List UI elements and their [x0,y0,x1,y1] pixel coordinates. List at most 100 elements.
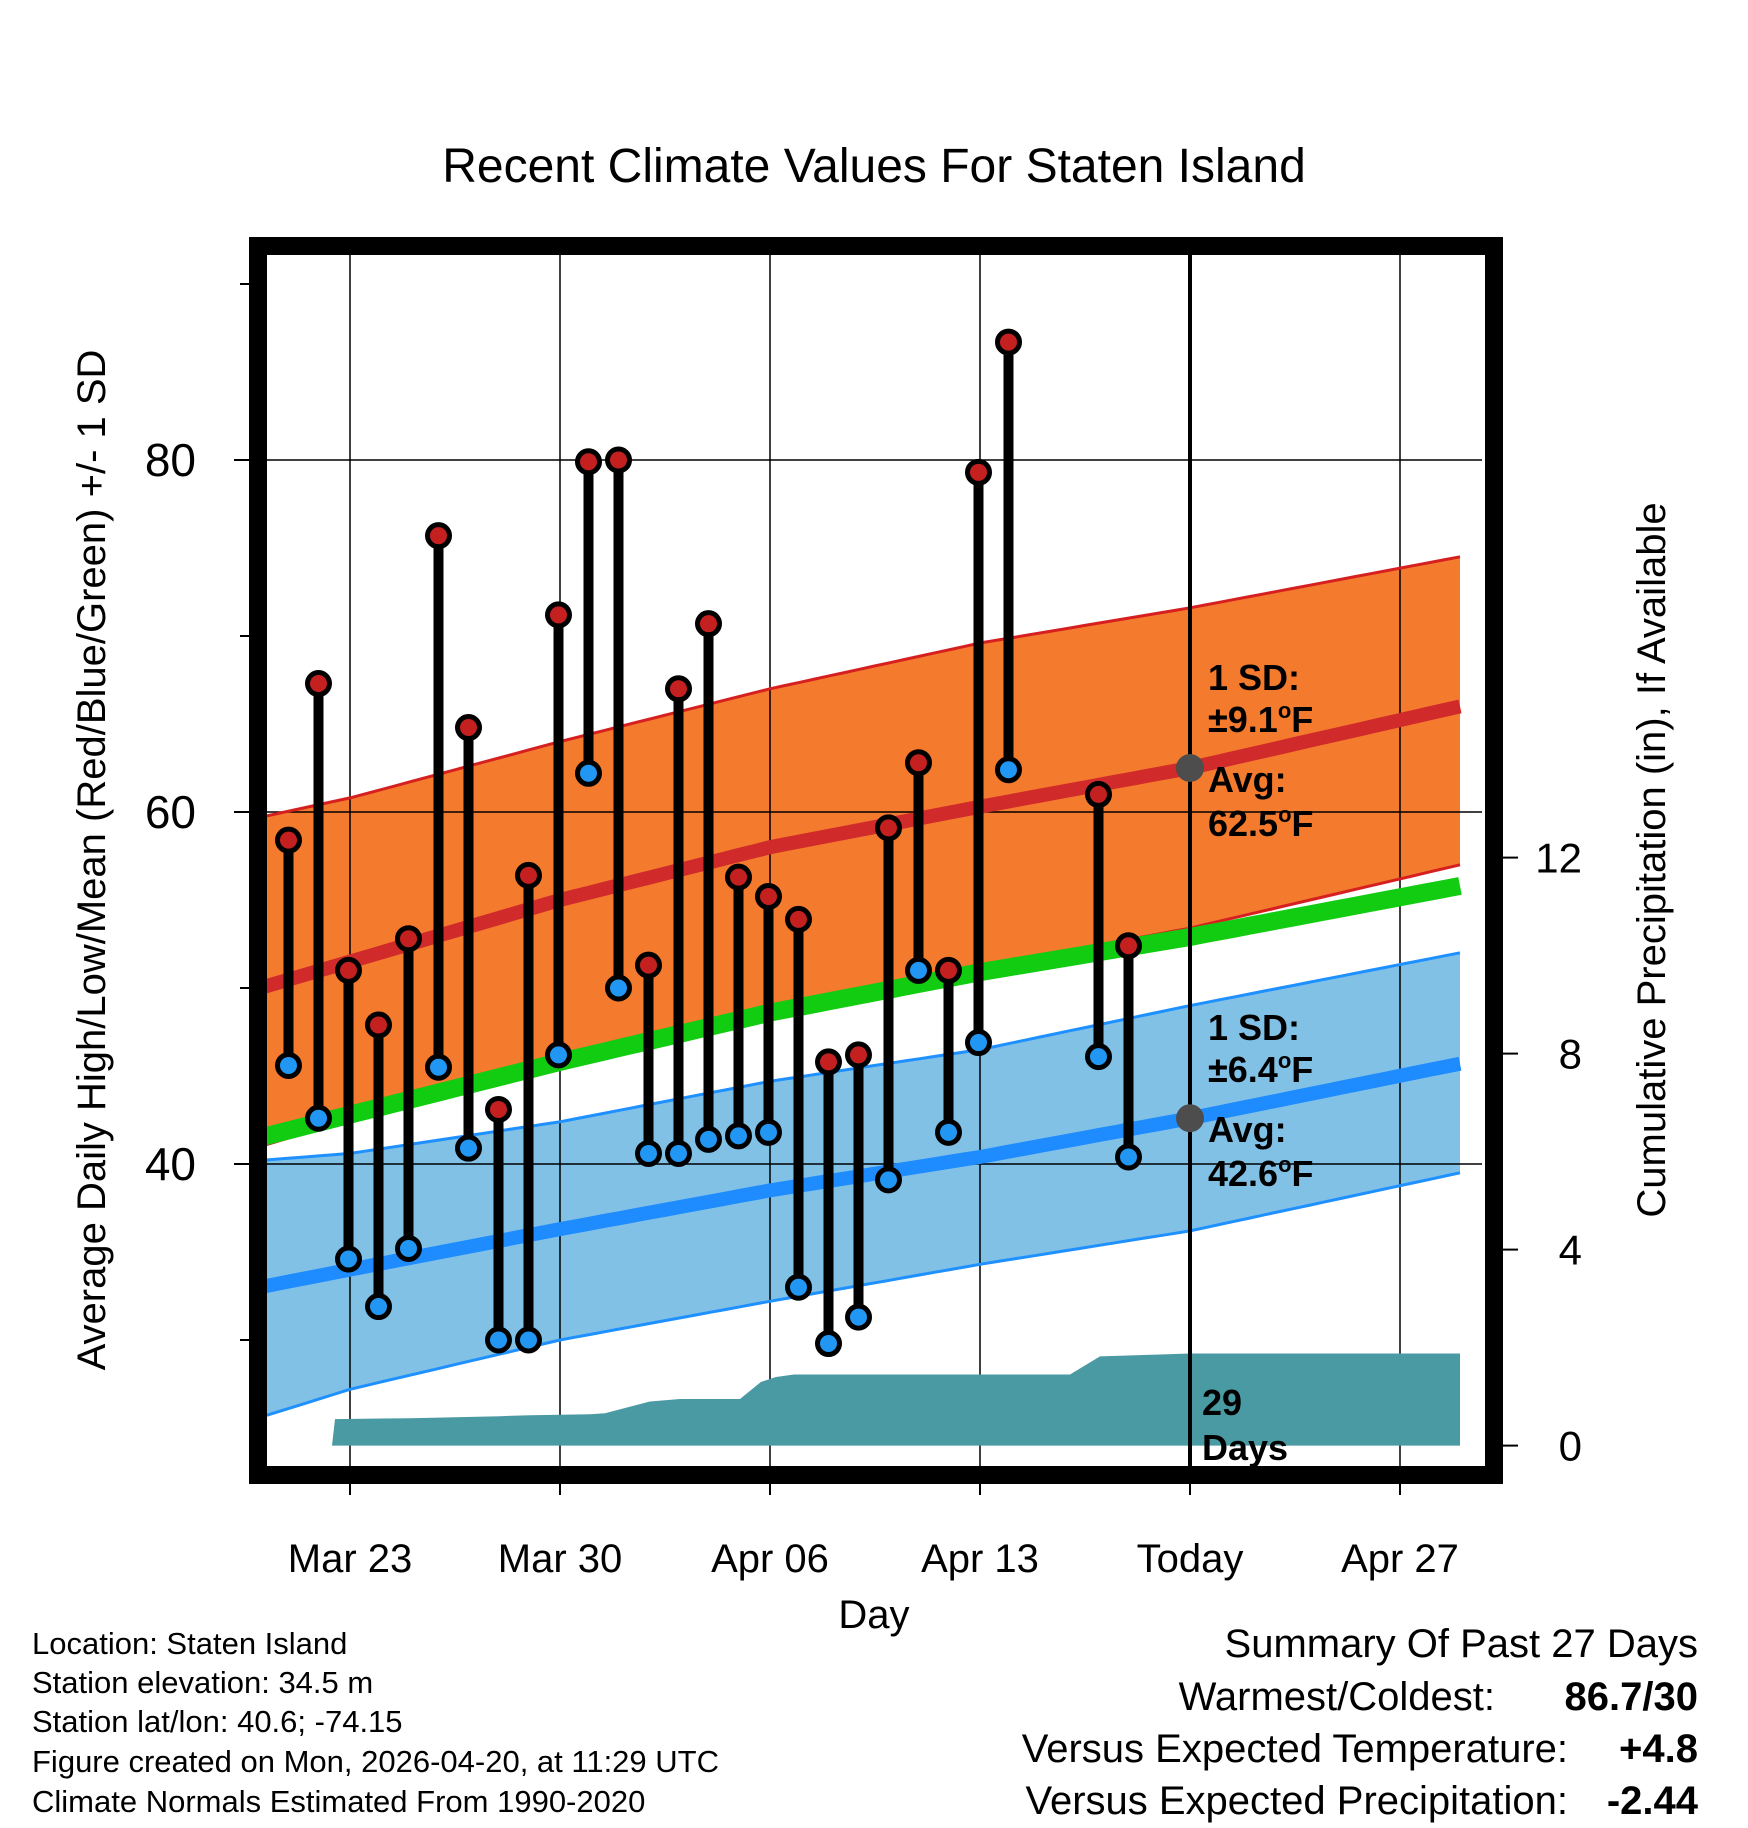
low-temp-dot [455,1134,482,1162]
x-tick-label: Today [1137,1537,1244,1581]
low-temp-dot [275,1051,302,1079]
high-avg-label: Avg: [1208,759,1287,800]
low-temp-dot [815,1330,842,1358]
high-temp-dot [905,749,932,777]
high-temp-dot [1115,932,1142,960]
summary-panel: Summary Of Past 27 Days Warmest/Coldest:… [1022,1622,1699,1823]
temp-anomaly-label: Versus Expected Temperature: [1022,1727,1568,1771]
high-temp-dot [1085,780,1112,808]
low-temp-dot [335,1245,362,1273]
low-temp-dot [725,1122,752,1150]
high-temp-dot [755,882,782,910]
today-marker [1176,246,1204,1475]
today-high-avg-dot [1176,754,1204,782]
high-temp-dot [305,670,332,698]
low-temp-dot [665,1139,692,1167]
chart-title: Recent Climate Values For Staten Island [442,140,1306,193]
low-temp-dot [905,956,932,984]
low-temp-dot [515,1326,542,1354]
low-temp-dot [365,1293,392,1321]
high-temp-dot [845,1041,872,1069]
low-temp-dot [965,1029,992,1057]
high-temp-dot [515,861,542,889]
y2-tick-label: 8 [1559,1031,1582,1078]
x-tick-label: Apr 27 [1341,1537,1459,1581]
mean-line [265,877,1462,1146]
low-temp-dot [425,1053,452,1081]
warm-cold-label: Warmest/Coldest: [1179,1675,1495,1719]
x-axis-label: Day [838,1593,909,1637]
plot-frame [249,237,1503,1484]
high-temp-dot [875,814,902,842]
latlon-text: Station lat/lon: 40.6; -74.15 [32,1704,403,1739]
low-temp-dot [935,1118,962,1146]
precip-anomaly-label: Versus Expected Precipitation: [1025,1779,1568,1823]
temp-anomaly-value: +4.8 [1619,1727,1698,1771]
normals-text: Climate Normals Estimated From 1990-2020 [32,1784,645,1819]
low-temp-dot [1115,1143,1142,1171]
days-count: 29 [1202,1382,1242,1423]
low-temp-dot [755,1118,782,1146]
low-temp-dot [785,1273,812,1301]
station-info: Location: Staten Island Station elevatio… [32,1626,719,1819]
low-sd-value: ±6.4oF [1208,1048,1313,1090]
y2-tick-label: 4 [1559,1227,1582,1274]
days-label: Days [1202,1427,1288,1468]
high-temp-dot [665,675,692,703]
today-low-avg-dot [1176,1104,1204,1133]
y-tick-label: 80 [145,434,196,486]
low-temp-dot [1085,1043,1112,1071]
high-temp-dot [605,446,632,474]
location-text: Location: Staten Island [32,1626,347,1661]
high-temp-dot [965,458,992,486]
axes: Mar 23 Mar 30 Apr 06 Apr 13 Today Apr 2740608… [145,283,1582,1581]
low-temp-dot [575,759,602,787]
precip-area [265,1353,1460,1446]
created-text: Figure created on Mon, 2026-04-20, at 11… [32,1744,719,1779]
low-temp-dot [635,1139,662,1167]
y-axis-label: Average Daily High/Low/Mean (Red/Blue/Gr… [70,350,114,1371]
high-temp-dot [335,956,362,984]
high-sd-edge [265,555,1461,818]
x-tick-label: Apr 06 [711,1537,829,1581]
high-temp-dot [815,1048,842,1076]
high-avg-value: 62.5oF [1208,802,1314,844]
y-tick-label: 60 [145,786,196,838]
high-temp-dot [635,951,662,979]
low-temp-dot [875,1166,902,1194]
high-temp-dot [365,1011,392,1039]
warm-cold-value: 86.7/30 [1565,1675,1698,1719]
high-temp-dot [425,522,452,550]
high-sd-value: ±9.1oF [1208,698,1313,740]
high-temp-dot [785,905,812,933]
elevation-text: Station elevation: 34.5 m [32,1665,373,1700]
low-sd-label: 1 SD: [1208,1007,1300,1048]
high-temp-dot [455,714,482,742]
high-temp-dot [725,863,752,891]
high-temp-dot [695,610,722,638]
high-average-line [265,699,1462,994]
high-sd-label: 1 SD: [1208,657,1300,698]
low-temp-dot [605,974,632,1002]
low-avg-label: Avg: [1208,1109,1287,1150]
low-temp-dot [845,1303,872,1331]
precip-anomaly-value: -2.44 [1607,1779,1699,1823]
x-tick-label: Apr 13 [921,1537,1039,1581]
high-temp-dot [575,448,602,476]
low-temp-dot [485,1326,512,1354]
low-temp-dot [305,1104,332,1132]
precipitation [265,1353,1460,1446]
low-temp-dot [545,1041,572,1069]
y2-tick-label: 12 [1535,835,1582,882]
x-tick-label: Mar 30 [498,1537,623,1581]
y2-tick-label: 0 [1559,1423,1582,1470]
low-avg-value: 42.6oF [1208,1152,1314,1194]
high-temp-dot [935,956,962,984]
daily-observations [275,328,1142,1358]
summary-title: Summary Of Past 27 Days [1225,1622,1698,1666]
y2-axis-label: Cumulative Precipitation (in), If Availa… [1630,502,1674,1217]
y-tick-label: 40 [145,1138,196,1190]
high-temp-dot [995,328,1022,356]
low-temp-dot [395,1234,422,1262]
